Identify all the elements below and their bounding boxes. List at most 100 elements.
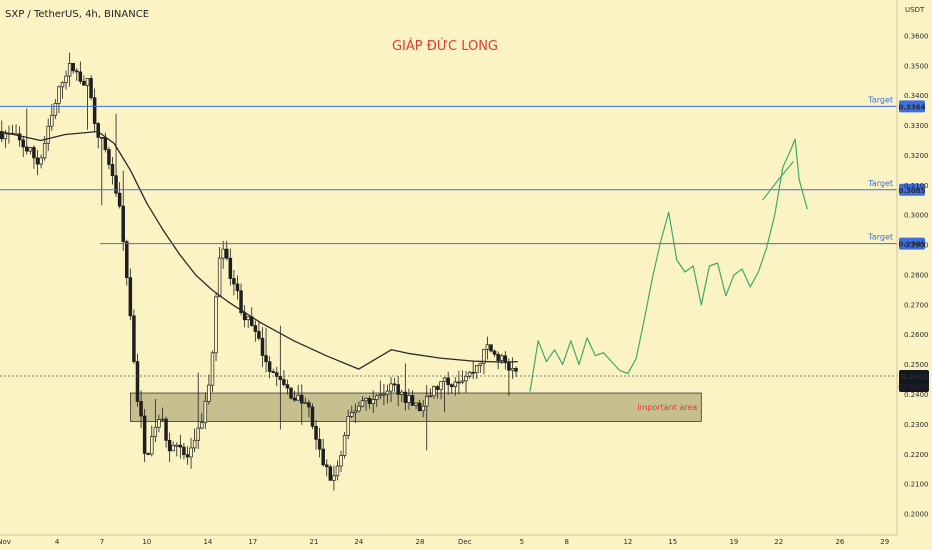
candle-body <box>67 62 72 77</box>
candle-body <box>267 361 272 372</box>
candle-body <box>121 205 125 243</box>
price-tick-label: 0.2400 <box>904 391 929 399</box>
candle-body <box>514 368 518 372</box>
time-tick-label: 19 <box>729 538 738 546</box>
candle-body <box>271 371 275 373</box>
candle-body <box>110 164 115 177</box>
time-tick-label: 7 <box>100 538 104 546</box>
candle-body <box>332 475 336 481</box>
candle-body <box>17 133 22 141</box>
candle-body <box>221 248 225 259</box>
candle-body <box>389 383 393 392</box>
candle-body <box>499 355 504 361</box>
candle-body <box>346 416 350 436</box>
candle-body <box>78 71 83 82</box>
candle-body <box>300 394 304 404</box>
candle-body <box>253 325 258 332</box>
candle-body <box>428 395 433 398</box>
candle-body <box>353 410 358 413</box>
candle-body <box>453 381 458 387</box>
candle-body <box>314 425 318 440</box>
target-price-badge <box>899 100 925 113</box>
candle-body <box>278 376 283 380</box>
author-annotation: GIÁP ĐỨC LONG <box>392 38 498 54</box>
time-tick-label: 8 <box>565 538 569 546</box>
candle-body <box>296 394 300 401</box>
candle-body <box>367 397 372 405</box>
candle-body <box>446 377 450 386</box>
time-tick-label: 15 <box>668 538 677 546</box>
candle-body <box>400 391 404 395</box>
candle-body <box>482 348 486 364</box>
candle-body <box>135 361 140 402</box>
candle-body <box>142 415 147 454</box>
candle-body <box>492 350 497 355</box>
time-tick-label: 17 <box>248 538 257 546</box>
candle-body <box>292 397 297 401</box>
candle-body <box>485 344 490 350</box>
candle-body <box>403 391 408 403</box>
candle-body <box>35 157 40 165</box>
candle-body <box>282 379 286 385</box>
candle-body <box>189 447 193 458</box>
candle-series <box>0 52 518 491</box>
current-price-badge <box>899 369 929 392</box>
candle-body <box>364 397 368 402</box>
candle-body <box>235 283 240 292</box>
candle-body <box>64 75 68 83</box>
time-tick-label: 10 <box>142 538 151 546</box>
candle-body <box>507 362 511 371</box>
price-tick-label: 0.3200 <box>904 152 929 160</box>
candle-body <box>342 435 347 456</box>
time-tick-label: 21 <box>309 538 318 546</box>
candle-body <box>460 380 465 383</box>
time-axis[interactable]: Nov 4 7 10 14 17 21 24 28 Dec 5 8 12 15 19 22 26 29 <box>0 538 889 546</box>
candle-body <box>246 316 250 321</box>
candle-body <box>510 368 515 371</box>
candle-body <box>92 97 97 124</box>
candle-body <box>185 454 190 458</box>
candle-body <box>407 395 411 403</box>
candle-body <box>385 390 390 395</box>
candle-body <box>264 355 268 363</box>
price-tick-label: 0.3300 <box>904 122 929 130</box>
time-tick-label: Nov <box>0 538 11 546</box>
price-tick-label: 0.3000 <box>904 212 929 220</box>
candle-body <box>53 103 58 116</box>
candle-body <box>417 402 422 412</box>
time-tick-label: 26 <box>835 538 844 546</box>
time-tick-label: 22 <box>774 538 783 546</box>
moving-average-line <box>0 130 518 370</box>
price-tick-label: 0.2300 <box>904 421 929 429</box>
candle-body <box>32 147 36 159</box>
candle-body <box>410 395 415 406</box>
projection-path <box>529 138 808 392</box>
projection-path <box>761 161 794 201</box>
candle-body <box>303 402 308 405</box>
target-price-badge <box>899 237 925 250</box>
candle-body <box>146 453 150 455</box>
candle-body <box>317 439 322 450</box>
candle-body <box>128 277 133 317</box>
candle-body <box>60 82 65 88</box>
candle-body <box>496 353 500 361</box>
candle-body <box>210 352 215 386</box>
candle-body <box>96 123 100 138</box>
candle-body <box>435 386 440 390</box>
candle-body <box>107 149 111 165</box>
candle-body <box>103 137 108 150</box>
time-tick-label: 24 <box>354 538 363 546</box>
candle-body <box>339 455 343 467</box>
price-axis[interactable]: 0.2000 0.2100 0.2200 0.2300 0.2400 0.2500 0.26… <box>904 32 929 518</box>
candle-body <box>46 125 50 144</box>
candle-body <box>3 133 8 140</box>
price-tick-label: 0.2900 <box>904 242 929 250</box>
candle-body <box>217 257 222 298</box>
target-price-badge <box>899 183 925 196</box>
candle-body <box>350 412 354 417</box>
candle-body <box>310 406 315 427</box>
price-tick-label: 0.2100 <box>904 481 929 489</box>
